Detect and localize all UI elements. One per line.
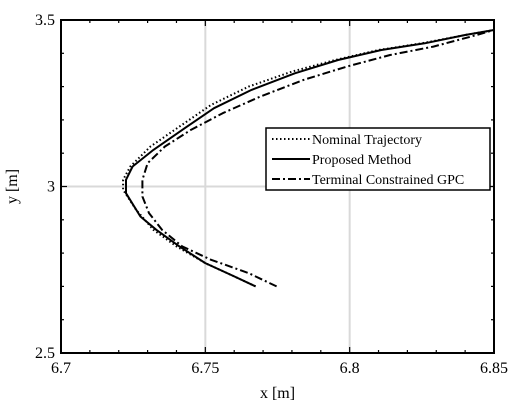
legend: Nominal Trajectory Proposed Method Termina…: [265, 127, 491, 191]
series-lines: [122, 29, 495, 288]
x-tick-label: 6.7: [51, 360, 71, 377]
series-line-terminal-constrained-gpc: [141, 29, 495, 288]
legend-label: Proposed Method: [312, 153, 411, 168]
y-axis-label: y [m]: [4, 169, 21, 204]
x-tick-label: 6.75: [191, 360, 219, 377]
legend-label: Terminal Constrained GPC: [312, 173, 464, 188]
x-axis-label: x [m]: [260, 385, 295, 402]
x-tick-label: 6.85: [480, 360, 508, 377]
y-tick-label: 2.5: [35, 345, 55, 362]
legend-label: Nominal Trajectory: [312, 133, 422, 148]
x-tick-label: 6.8: [340, 360, 360, 377]
axis-ticks: [60, 19, 495, 354]
series-line-proposed-method: [125, 29, 495, 288]
tick-labels: 6.7 6.75 6.8 6.85 2.5 3 3.5: [35, 12, 508, 377]
y-tick-label: 3.5: [35, 12, 55, 29]
y-tick-label: 3: [47, 179, 55, 196]
series-line-nominal-trajectory: [122, 29, 495, 288]
